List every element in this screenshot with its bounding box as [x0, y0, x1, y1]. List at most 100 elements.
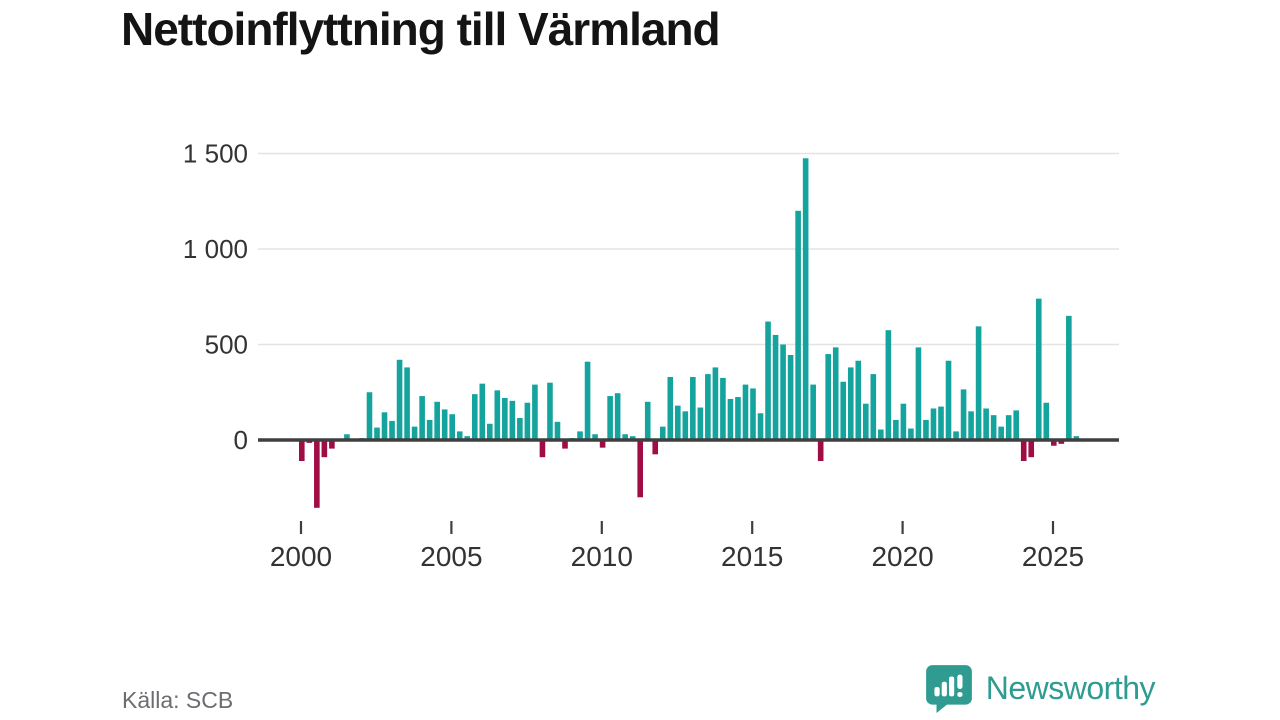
source-attribution: Källa: SCB	[122, 687, 234, 713]
x-tick-label-2020: 2020	[871, 541, 933, 572]
bar-quarter-61	[757, 413, 764, 440]
bar-quarter-23	[471, 394, 478, 440]
bar-quarter-80	[900, 403, 907, 440]
bar-quarter-33	[547, 382, 553, 440]
bar-quarter-93	[998, 426, 1004, 440]
bar-quarter-82	[915, 347, 922, 440]
bar-quarter-47	[652, 440, 659, 455]
bar-quarter-86	[945, 360, 952, 440]
bar-quarter-15	[411, 426, 418, 440]
bar-quarter-21	[456, 431, 463, 440]
bar-quarter-31	[532, 384, 538, 440]
bar-quarter-44	[629, 436, 636, 440]
bar-quarter-97	[1028, 440, 1035, 458]
bar-quarter-102	[1066, 315, 1072, 440]
bar-quarter-16	[419, 396, 425, 440]
bar-quarter-24	[479, 383, 486, 440]
bar-quarter-11	[381, 412, 388, 440]
bar-quarter-62	[765, 321, 771, 440]
bar-quarter-25	[487, 423, 493, 440]
bar-quarter-41	[607, 396, 613, 440]
bar-quarter-76	[870, 374, 877, 440]
bar-quarter-0	[299, 440, 305, 462]
bar-quarter-103	[1073, 436, 1080, 440]
bar-quarter-12	[389, 420, 395, 440]
bar-quarter-68	[810, 384, 816, 440]
bar-quarter-100	[1051, 440, 1057, 446]
bar-quarter-48	[659, 426, 666, 440]
brand-footer: Newsworthy	[923, 662, 1156, 714]
bar-quarter-83	[923, 419, 929, 440]
bar-quarter-13	[396, 359, 403, 440]
bar-quarter-85	[938, 406, 944, 440]
bar-quarter-58	[735, 397, 741, 440]
bar-quarter-55	[712, 367, 719, 440]
bar-quarter-37	[577, 431, 583, 440]
bar-quarter-96	[1020, 440, 1027, 462]
brand-name: Newsworthy	[985, 669, 1156, 706]
x-tick-label-2000: 2000	[270, 541, 332, 572]
bar-quarter-30	[524, 402, 531, 440]
bar-quarter-90	[975, 326, 982, 440]
bar-quarter-27	[502, 397, 508, 440]
bar-quarter-59	[742, 384, 749, 440]
bar-quarter-98	[1035, 298, 1042, 440]
bar-quarter-94	[1005, 415, 1012, 440]
newsworthy-logo-icon	[925, 665, 972, 713]
x-tick-label-2025: 2025	[1022, 541, 1084, 572]
mini-bar-2	[941, 681, 947, 697]
bar-quarter-56	[720, 377, 726, 440]
bar-quarter-20	[449, 414, 455, 440]
bar-quarter-92	[990, 415, 997, 440]
bar-quarter-6	[344, 434, 350, 440]
bar-quarter-81	[908, 428, 914, 440]
bar-quarter-22	[464, 436, 471, 440]
bar-quarter-89	[968, 411, 974, 440]
bar-quarter-9	[366, 392, 373, 440]
bar-quarter-72	[840, 381, 847, 440]
bar-quarter-43	[622, 434, 628, 440]
bar-quarter-84	[930, 408, 937, 440]
bar-quarter-77	[878, 429, 884, 440]
bar-quarter-32	[539, 440, 546, 458]
x-tick-label-2015: 2015	[721, 541, 783, 572]
bar-quarter-79	[893, 419, 899, 440]
exclamation-dot	[957, 692, 963, 697]
bar-quarter-39	[592, 434, 598, 440]
bar-quarter-46	[644, 401, 651, 440]
y-tick-label-500: 500	[205, 330, 248, 360]
bar-quarter-34	[554, 421, 561, 440]
bar-quarter-26	[494, 390, 501, 440]
bar-quarter-99	[1043, 402, 1050, 440]
bar-quarter-70	[825, 354, 831, 440]
y-tick-label-1500: 1 500	[183, 139, 248, 169]
bar-quarter-57	[727, 398, 734, 440]
y-tick-label-1000: 1 000	[183, 234, 248, 264]
bar-quarter-54	[705, 374, 711, 440]
page-title: Nettoinflyttning till Värmland	[121, 3, 721, 55]
bar-quarter-66	[795, 210, 801, 440]
bar-quarter-42	[614, 393, 621, 440]
x-tick-label-2005: 2005	[420, 541, 482, 572]
bar-quarter-40	[599, 440, 606, 448]
bar-quarter-49	[667, 376, 674, 440]
bar-quarter-3	[321, 440, 328, 458]
mini-bar-1	[934, 686, 940, 697]
bar-quarter-50	[675, 405, 681, 440]
bar-quarter-67	[802, 158, 809, 440]
bar-quarter-101	[1058, 440, 1065, 444]
bar-quarter-63	[772, 334, 779, 440]
exclamation-bar	[957, 674, 963, 690]
x-tick-label-2010: 2010	[571, 541, 633, 572]
bar-quarter-45	[637, 440, 643, 498]
bar-quarter-14	[404, 367, 410, 440]
mini-bar-3	[948, 676, 954, 697]
bar-quarter-64	[780, 344, 786, 440]
bar-quarter-18	[434, 401, 440, 440]
bar-quarter-17	[426, 419, 433, 440]
bar-quarter-73	[847, 367, 854, 440]
bar-quarter-95	[1013, 410, 1019, 440]
y-tick-label-0: 0	[234, 425, 248, 455]
bar-quarter-87	[953, 431, 959, 440]
